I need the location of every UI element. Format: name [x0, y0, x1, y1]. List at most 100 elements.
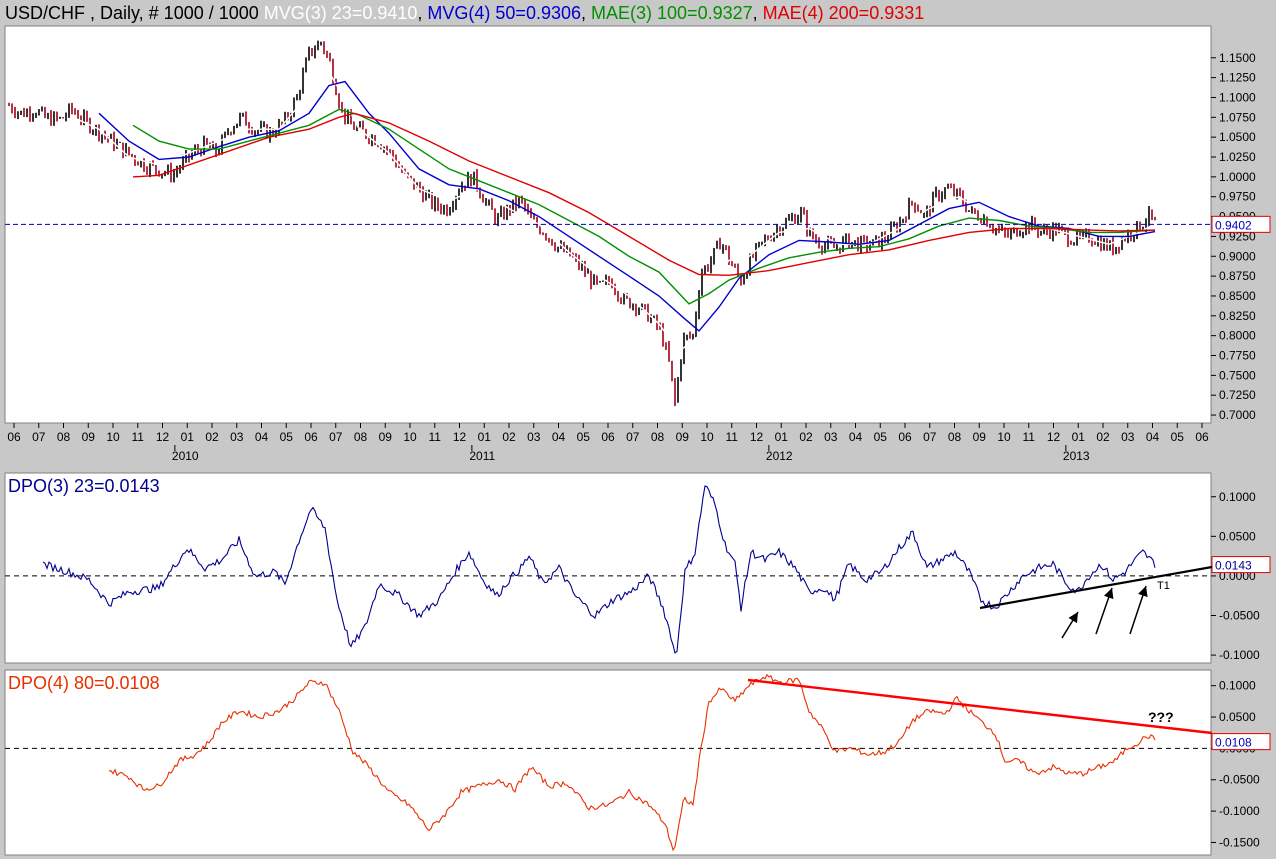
x-tick-label: 10: [106, 430, 120, 444]
y-tick-label: 1.0500: [1219, 130, 1256, 144]
x-tick-label: 11: [1023, 430, 1036, 444]
t1-trendline: [979, 565, 1213, 610]
y-tick-label: -0.0500: [1219, 773, 1260, 787]
question-annotation: ???: [1148, 709, 1174, 725]
x-tick-label: 09: [973, 430, 987, 444]
y-tick-label: 0.9750: [1219, 190, 1256, 204]
x-tick-label: 09: [82, 430, 96, 444]
y-tick-label: 0.7000: [1219, 408, 1256, 422]
dpo-value-box: [1211, 733, 1271, 751]
mvg4-label: MVG(4) 50=0.9306: [427, 3, 581, 23]
y-tick-label: -0.0500: [1219, 609, 1260, 623]
x-tick-label: 05: [280, 430, 294, 444]
y-tick-label: 0.8750: [1219, 269, 1256, 283]
y-tick-label: 0.7500: [1219, 368, 1256, 382]
dpo-value-box: [1211, 556, 1271, 574]
mae4-label: MAE(4) 200=0.9331: [762, 3, 925, 23]
dpo4-title: DPO(4) 80=0.0108: [8, 673, 160, 693]
y-tick-label: 0.9000: [1219, 249, 1256, 263]
mvg4-line: [98, 80, 1156, 332]
x-tick-label: 11: [429, 430, 442, 444]
x-tick-label: 03: [824, 430, 838, 444]
year-label: 2012: [766, 449, 793, 463]
x-tick-label: 08: [354, 430, 368, 444]
dpo4-resistance-line: [747, 678, 1213, 735]
year-label: 2010: [172, 449, 199, 463]
x-tick-label: 12: [156, 430, 170, 444]
arrow-head: [1068, 612, 1078, 624]
y-tick-label: 0.7750: [1219, 349, 1256, 363]
x-tick-label: 11: [726, 430, 739, 444]
y-tick-label: 1.1000: [1219, 90, 1256, 104]
year-label: 2011: [469, 449, 495, 463]
current-price-box: [1211, 215, 1271, 233]
y-tick-label: 0.1000: [1219, 490, 1256, 504]
y-tick-label: 1.0250: [1219, 150, 1256, 164]
dpo4-line: [108, 673, 1156, 852]
y-tick-label: 0.0500: [1219, 710, 1256, 724]
x-tick-label: 07: [626, 430, 640, 444]
current-price-label: 0.9402: [1215, 218, 1252, 232]
y-tick-label: 0.9250: [1219, 229, 1256, 243]
x-tick-label: 02: [799, 430, 813, 444]
y-tick-label: 1.1500: [1219, 51, 1256, 65]
x-tick-label: 04: [1146, 430, 1160, 444]
x-tick-label: 06: [304, 430, 318, 444]
y-tick-label: 1.0750: [1219, 110, 1256, 124]
x-tick-label: 10: [700, 430, 714, 444]
x-tick-label: 09: [379, 430, 393, 444]
x-tick-label: 09: [676, 430, 690, 444]
y-tick-label: 1.0000: [1219, 170, 1256, 184]
symbol-label: USD/CHF , Daily, # 1000 / 1000: [5, 3, 259, 23]
mae3-line: [132, 108, 1156, 305]
x-tick-label: 01: [478, 430, 492, 444]
y-tick-label: 0.0500: [1219, 529, 1256, 543]
x-tick-label: 06: [1195, 430, 1209, 444]
y-tick-label: 0.8000: [1219, 329, 1256, 343]
dpo-value-label: 0.0143: [1215, 559, 1252, 573]
x-tick-label: 04: [552, 430, 566, 444]
x-tick-label: 03: [1121, 430, 1135, 444]
x-tick-label: 10: [997, 430, 1011, 444]
chart-header: USD/CHF , Daily, # 1000 / 1000 MVG(3) 23…: [5, 3, 925, 23]
x-tick-label: 07: [329, 430, 343, 444]
mvg3-line: [72, 56, 1156, 353]
x-tick-label: 05: [577, 430, 591, 444]
y-tick-label: 0.8500: [1219, 289, 1256, 303]
x-tick-label: 01: [1072, 430, 1086, 444]
mvg3-label: MVG(3) 23=0.9410: [263, 3, 418, 23]
x-tick-label: 03: [230, 430, 244, 444]
x-tick-label: 07: [923, 430, 937, 444]
x-tick-label: 01: [181, 430, 195, 444]
y-tick-label: 0.7250: [1219, 388, 1256, 402]
x-tick-label: 06: [601, 430, 615, 444]
mae4-line: [132, 112, 1156, 277]
x-tick-label: 05: [874, 430, 888, 444]
x-tick-label: 12: [1047, 430, 1061, 444]
x-tick-label: 02: [1096, 430, 1110, 444]
x-tick-label: 05: [1171, 430, 1185, 444]
dpo3-title: DPO(3) 23=0.0143: [8, 476, 160, 496]
x-tick-label: 11: [132, 430, 145, 444]
x-tick-label: 04: [255, 430, 269, 444]
y-tick-label: -0.1000: [1219, 804, 1260, 818]
x-tick-label: 07: [32, 430, 46, 444]
arrow-head: [1103, 588, 1114, 600]
x-tick-label: 03: [527, 430, 541, 444]
x-tick-label: 04: [849, 430, 863, 444]
y-tick-label: -0.1000: [1219, 648, 1260, 662]
dpo-value-label: 0.0108: [1215, 736, 1252, 750]
dpo3-line: [42, 485, 1156, 654]
mae3-label: MAE(3) 100=0.9327: [591, 3, 753, 23]
x-tick-label: 08: [57, 430, 71, 444]
x-tick-label: 06: [898, 430, 912, 444]
y-tick-label: 0.8250: [1219, 309, 1256, 323]
x-tick-label: 02: [502, 430, 516, 444]
x-tick-label: 12: [453, 430, 467, 444]
y-tick-label: -0.1500: [1219, 835, 1260, 849]
x-tick-label: 12: [750, 430, 764, 444]
x-tick-label: 06: [7, 430, 21, 444]
x-tick-label: 01: [775, 430, 789, 444]
